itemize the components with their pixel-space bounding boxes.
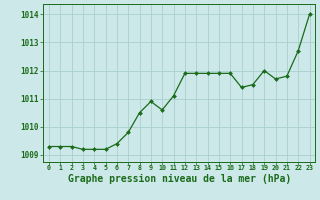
X-axis label: Graphe pression niveau de la mer (hPa): Graphe pression niveau de la mer (hPa)	[68, 174, 291, 184]
